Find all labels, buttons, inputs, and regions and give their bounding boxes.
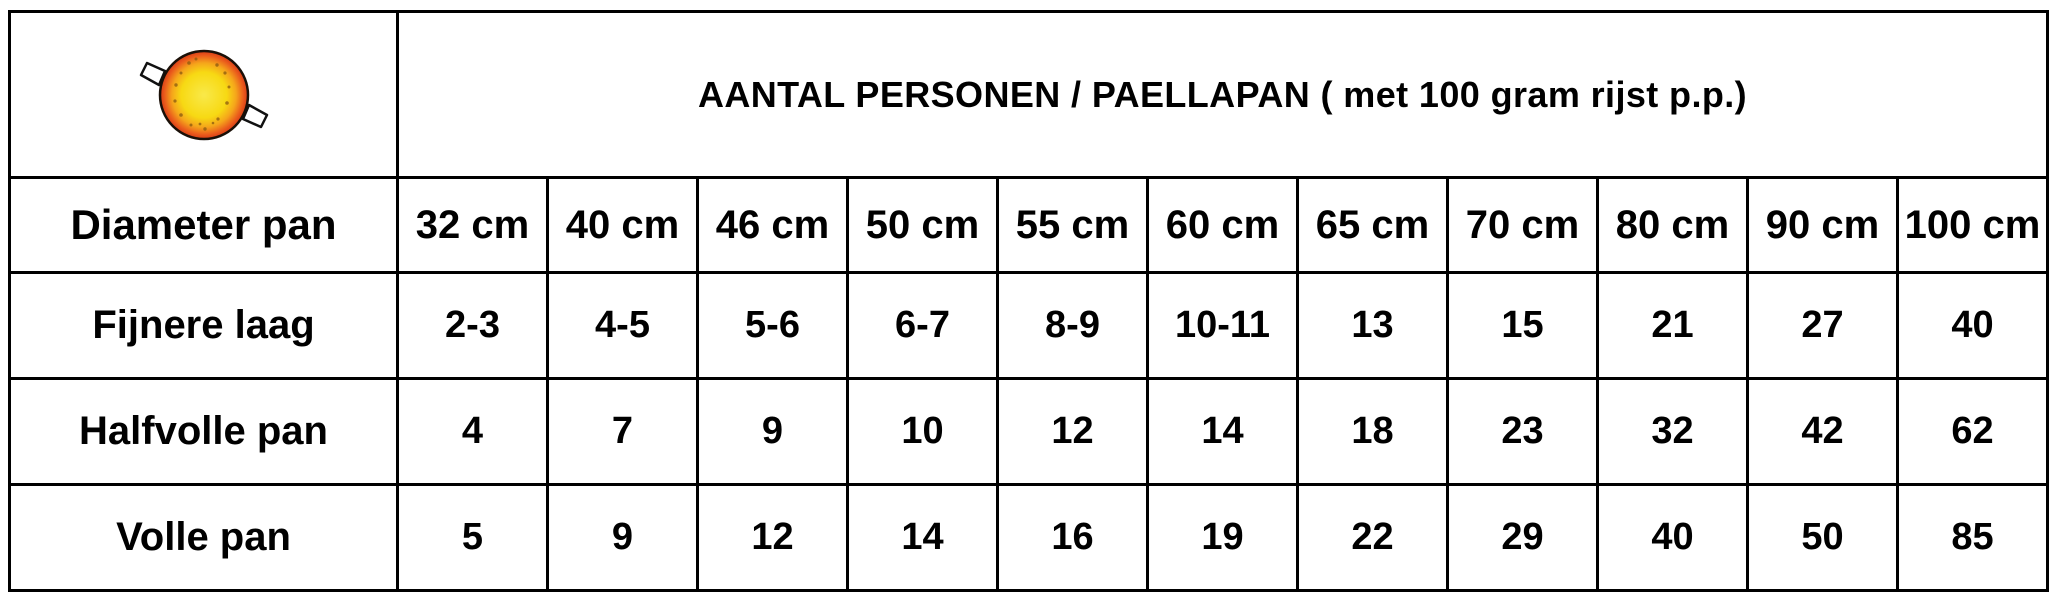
table-row: Volle pan 5 9 12 14 16 19 22 29 40 50 85	[8, 483, 2049, 592]
cell-halfvolle-pan-90cm: 42	[1746, 377, 1899, 486]
column-header-80cm: 80 cm	[1596, 176, 1749, 274]
table-row: Halfvolle pan 4 7 9 10 12 14 18 23 32 42…	[8, 377, 2049, 486]
cell-fijnere-laag-46cm: 5-6	[696, 271, 849, 380]
column-header-90cm: 90 cm	[1746, 176, 1899, 274]
row-label-fijnere-laag: Fijnere laag	[8, 271, 399, 380]
cell-fijnere-laag-55cm: 8-9	[996, 271, 1149, 380]
row-label-header: Diameter pan	[8, 176, 399, 274]
cell-halfvolle-pan-32cm: 4	[396, 377, 549, 486]
cell-fijnere-laag-70cm: 15	[1446, 271, 1599, 380]
cell-volle-pan-46cm: 12	[696, 483, 849, 592]
cell-halfvolle-pan-40cm: 7	[546, 377, 699, 486]
column-header-row: Diameter pan 32 cm 40 cm 46 cm 50 cm 55 …	[8, 176, 2049, 274]
cell-fijnere-laag-32cm: 2-3	[396, 271, 549, 380]
cell-fijnere-laag-65cm: 13	[1296, 271, 1449, 380]
cell-volle-pan-55cm: 16	[996, 483, 1149, 592]
column-header-100cm: 100 cm	[1896, 176, 2049, 274]
paella-pan-icon	[139, 49, 268, 140]
cell-volle-pan-32cm: 5	[396, 483, 549, 592]
cell-fijnere-laag-50cm: 6-7	[846, 271, 999, 380]
cell-volle-pan-50cm: 14	[846, 483, 999, 592]
cell-volle-pan-40cm: 9	[546, 483, 699, 592]
cell-halfvolle-pan-65cm: 18	[1296, 377, 1449, 486]
cell-fijnere-laag-90cm: 27	[1746, 271, 1899, 380]
cell-halfvolle-pan-55cm: 12	[996, 377, 1149, 486]
banner-row: AANTAL PERSONEN / PAELLAPAN ( met 100 gr…	[8, 10, 2049, 179]
logo-cell	[8, 10, 399, 179]
column-header-55cm: 55 cm	[996, 176, 1149, 274]
row-label-halfvolle-pan: Halfvolle pan	[8, 377, 399, 486]
cell-halfvolle-pan-70cm: 23	[1446, 377, 1599, 486]
cell-fijnere-laag-60cm: 10-11	[1146, 271, 1299, 380]
cell-volle-pan-100cm: 85	[1896, 483, 2049, 592]
cell-halfvolle-pan-50cm: 10	[846, 377, 999, 486]
column-header-46cm: 46 cm	[696, 176, 849, 274]
column-header-65cm: 65 cm	[1296, 176, 1449, 274]
cell-volle-pan-80cm: 40	[1596, 483, 1749, 592]
cell-fijnere-laag-100cm: 40	[1896, 271, 2049, 380]
column-header-40cm: 40 cm	[546, 176, 699, 274]
column-header-50cm: 50 cm	[846, 176, 999, 274]
banner-title: AANTAL PERSONEN / PAELLAPAN ( met 100 gr…	[396, 10, 2049, 179]
cell-fijnere-laag-40cm: 4-5	[546, 271, 699, 380]
paella-portions-table: AANTAL PERSONEN / PAELLAPAN ( met 100 gr…	[8, 10, 2049, 592]
cell-volle-pan-60cm: 19	[1146, 483, 1299, 592]
cell-halfvolle-pan-80cm: 32	[1596, 377, 1749, 486]
cell-volle-pan-90cm: 50	[1746, 483, 1899, 592]
row-label-volle-pan: Volle pan	[8, 483, 399, 592]
column-header-32cm: 32 cm	[396, 176, 549, 274]
cell-fijnere-laag-80cm: 21	[1596, 271, 1749, 380]
column-header-60cm: 60 cm	[1146, 176, 1299, 274]
cell-halfvolle-pan-46cm: 9	[696, 377, 849, 486]
table-row: Fijnere laag 2-3 4-5 5-6 6-7 8-9 10-11 1…	[8, 271, 2049, 380]
cell-volle-pan-70cm: 29	[1446, 483, 1599, 592]
cell-volle-pan-65cm: 22	[1296, 483, 1449, 592]
column-header-70cm: 70 cm	[1446, 176, 1599, 274]
cell-halfvolle-pan-60cm: 14	[1146, 377, 1299, 486]
cell-halfvolle-pan-100cm: 62	[1896, 377, 2049, 486]
